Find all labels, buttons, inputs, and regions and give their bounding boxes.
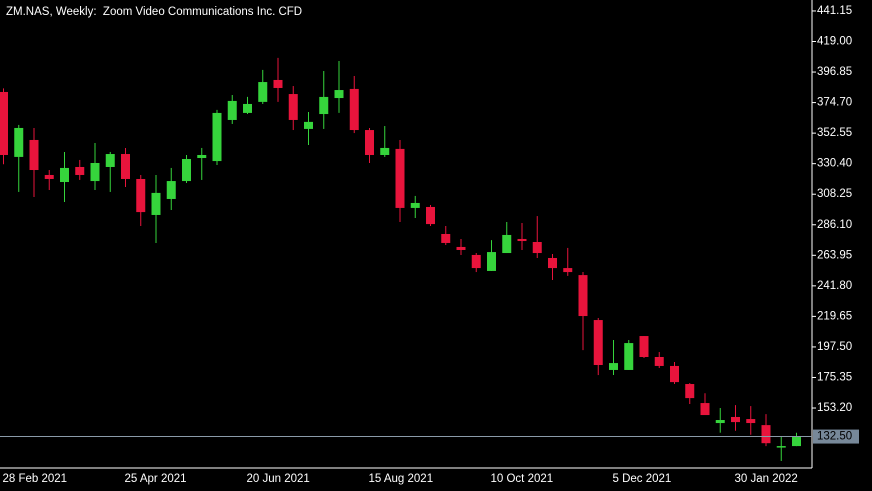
- x-tick-label: 20 Jun 2021: [247, 473, 310, 485]
- candle-body: [273, 79, 283, 88]
- candle-body: [609, 363, 618, 370]
- candle-body: [441, 234, 451, 243]
- candle-body: [776, 446, 786, 448]
- candle-body: [75, 166, 85, 175]
- candle-body: [395, 148, 405, 208]
- candle-body: [517, 238, 527, 242]
- candle-body: [365, 130, 374, 155]
- y-tick-label: 308.25: [817, 188, 852, 200]
- candle-body: [182, 158, 191, 182]
- candle-body: [792, 436, 801, 447]
- y-tick-label: 419.00: [817, 36, 852, 48]
- candle-body: [288, 94, 298, 120]
- y-tick-label: 352.55: [817, 127, 852, 139]
- candle-body: [593, 320, 603, 365]
- candle-body: [105, 154, 115, 167]
- candle-body: [121, 154, 130, 179]
- candle-body: [410, 202, 420, 208]
- x-tick-label: 28 Feb 2021: [3, 473, 68, 485]
- candle-body: [319, 96, 329, 115]
- candle-body: [578, 275, 588, 317]
- candle-body: [731, 416, 740, 423]
- candle-body: [532, 241, 542, 254]
- candle-body: [90, 162, 100, 182]
- candle-body: [502, 234, 512, 254]
- candle-body: [349, 88, 359, 131]
- candle-body: [166, 181, 176, 199]
- candle-body: [670, 365, 679, 383]
- candle-body: [746, 419, 756, 424]
- candle-body: [334, 90, 344, 99]
- y-tick-label: 197.50: [817, 341, 852, 353]
- y-tick-label: 263.95: [817, 249, 852, 261]
- y-tick-label: 241.80: [817, 280, 852, 292]
- x-tick-label: 30 Jan 2022: [735, 473, 798, 485]
- candle-body: [761, 425, 771, 444]
- y-tick-label: 153.20: [817, 402, 852, 414]
- candle-body: [380, 147, 390, 155]
- x-tick-label: 15 Aug 2021: [369, 473, 434, 485]
- last-price-label: 132.50: [817, 431, 852, 443]
- candle-body: [212, 112, 222, 162]
- y-tick-label: 175.35: [817, 372, 852, 384]
- plot-area: [0, 57, 801, 461]
- candle-body: [685, 384, 695, 399]
- y-tick-label: 330.40: [817, 158, 852, 170]
- candle-body: [700, 403, 710, 416]
- candle-body: [654, 356, 664, 366]
- candle-body: [227, 100, 237, 120]
- candle-body: [29, 139, 39, 171]
- x-tick-label: 5 Dec 2021: [613, 473, 672, 485]
- candle-body: [0, 91, 8, 155]
- candle-body: [197, 154, 207, 159]
- candle-body: [624, 343, 634, 370]
- candle-body: [548, 257, 557, 269]
- candle-body: [258, 82, 268, 102]
- candle-body: [243, 103, 252, 113]
- candle-body: [426, 206, 435, 225]
- candle-body: [136, 178, 146, 213]
- chart-title: ZM.NAS, Weekly: Zoom Video Communication…: [6, 6, 302, 18]
- candle-body: [563, 268, 573, 273]
- candle-body: [151, 192, 161, 215]
- candle-body: [456, 246, 466, 250]
- candle-body: [44, 174, 54, 179]
- y-tick-label: 396.85: [817, 66, 852, 78]
- last-price-box: [813, 429, 859, 444]
- y-tick-label: 374.70: [817, 97, 852, 109]
- candle-body: [639, 336, 649, 357]
- candle-body: [487, 252, 496, 271]
- candle-body: [60, 167, 69, 183]
- x-tick-label: 25 Apr 2021: [125, 473, 187, 485]
- x-tick-label: 10 Oct 2021: [491, 473, 554, 485]
- candle-body: [715, 420, 725, 424]
- y-tick-label: 286.10: [817, 219, 852, 231]
- candle-body: [471, 254, 481, 269]
- y-tick-label: 219.65: [817, 310, 852, 322]
- candle-body: [304, 121, 313, 129]
- y-tick-label: 441.15: [817, 5, 852, 17]
- candle-body: [14, 127, 24, 157]
